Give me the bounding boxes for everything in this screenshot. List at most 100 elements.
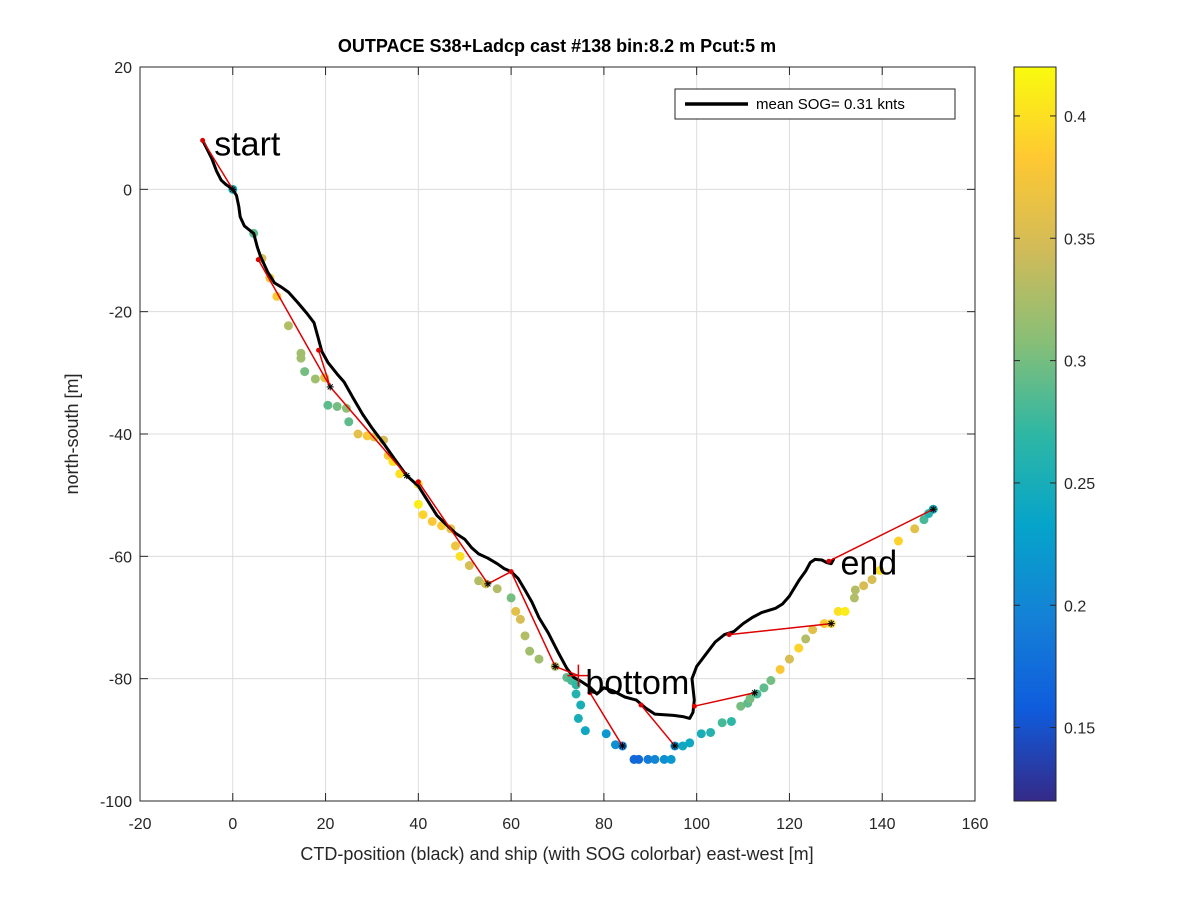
y-tick-label: 20 [114, 60, 132, 77]
ship-marker-star [326, 383, 334, 391]
ship-position-point [736, 701, 746, 711]
ship-position-point [571, 689, 581, 699]
connector-segment [694, 692, 755, 707]
ship-marker-star [827, 620, 835, 628]
x-tick-label: -20 [128, 816, 151, 833]
colorbar-gradient [1013, 66, 1057, 802]
ship-position-point [784, 654, 794, 664]
ship-position-point [850, 585, 860, 595]
x-tick-label: 0 [228, 816, 237, 833]
ship-position-point [610, 740, 620, 750]
colorbar-tick-label: 0.2 [1064, 598, 1086, 615]
ship-position-point [296, 353, 306, 363]
ship-marker-star [618, 742, 626, 750]
ctd-marker-point [587, 690, 593, 696]
ship-position-point [455, 551, 465, 561]
ship-position-point [833, 606, 843, 616]
ship-marker-star [551, 662, 559, 670]
ship-position-point [573, 713, 583, 723]
ship-position-point [706, 727, 716, 737]
ship-position-point [650, 754, 660, 764]
connector-segment [640, 704, 676, 747]
ship-position-point [717, 718, 727, 728]
x-tick-label: 100 [683, 816, 710, 833]
connector-segment [828, 508, 934, 562]
ship-position-point [332, 401, 342, 411]
ship-position-point [643, 754, 653, 764]
annotation-start: start [214, 126, 281, 164]
ship-position-point [775, 664, 785, 674]
ticks: -20 0 20 40 60 80 100 120 140 160 -100 -80 -60 -40 -20… [100, 60, 988, 833]
ship-position-point [344, 417, 354, 427]
ship-position-point [808, 625, 818, 635]
x-tick-label: 40 [409, 816, 427, 833]
connector-segment [329, 386, 408, 477]
ship-position-point [696, 729, 706, 739]
y-tick-label: 0 [123, 182, 132, 199]
ship-position-point [840, 606, 850, 616]
ship-marker-star [671, 742, 679, 750]
colorbar: 0.15 0.2 0.25 0.3 0.35 0.4 [1013, 66, 1095, 802]
connector-segment [729, 622, 832, 636]
ship-marker-star [484, 580, 492, 588]
ship-position-point [801, 634, 811, 644]
ship-position-point [492, 584, 502, 594]
ship-position-point [766, 676, 776, 686]
ctd-marker-point [316, 347, 322, 353]
x-tick-label: 140 [869, 816, 896, 833]
connector-segment [554, 665, 579, 677]
ship-marker-star [229, 185, 237, 193]
ship-position-point [310, 374, 320, 384]
ctd-marker-point [255, 257, 261, 263]
ship-position-point [413, 499, 423, 509]
y-tick-label: -80 [109, 672, 132, 689]
ship-position-point [919, 515, 929, 525]
ctd-marker-point [200, 137, 206, 143]
ship-position-point [520, 631, 530, 641]
ship-position-point [875, 565, 885, 575]
ship-position-point [659, 754, 669, 764]
connector-segment [201, 140, 234, 190]
ctd-marker-point [415, 479, 421, 485]
ship-position-point [511, 606, 521, 616]
ship-position-point [726, 716, 736, 726]
ship-position-point [759, 683, 769, 693]
connector-segment [589, 692, 624, 747]
grid [140, 67, 975, 801]
ship-position-point [634, 754, 644, 764]
data-layer [200, 137, 938, 764]
ship-position-point [300, 367, 310, 377]
ship-position-point [745, 694, 755, 704]
ctd-marker-point [691, 703, 697, 709]
x-axis-label: CTD-position (black) and ship (with SOG … [300, 844, 813, 864]
x-tick-label: 160 [962, 816, 989, 833]
ship-position-point [859, 581, 869, 591]
colorbar-tick-label: 0.4 [1064, 109, 1086, 126]
x-tick-label: 20 [317, 816, 335, 833]
bottom-cross-marker [567, 664, 590, 687]
ship-marker-star [751, 689, 759, 697]
y-tick-label: -100 [100, 794, 132, 811]
colorbar-tick-label: 0.25 [1064, 476, 1095, 493]
y-tick-label: -20 [109, 305, 132, 322]
ship-position-point [450, 541, 460, 551]
x-tick-label: 120 [776, 816, 803, 833]
connector-segment [417, 481, 489, 585]
ship-position-point [353, 429, 363, 439]
connector-segment [257, 259, 331, 388]
x-tick-label: 60 [502, 816, 520, 833]
ship-position-point [418, 510, 428, 520]
ship-position-point [849, 593, 859, 603]
ship-position-point [341, 403, 351, 413]
plot-area: -20 0 20 40 60 80 100 120 140 160 -100 -80 -60 -40 -20… [100, 60, 988, 833]
annotations: start bottom end [214, 126, 897, 702]
ship-position-point [910, 524, 920, 534]
x-tick-label: 80 [595, 816, 613, 833]
y-tick-label: -60 [109, 549, 132, 566]
connector-segment [487, 570, 512, 585]
y-axis-label: north-south [m] [62, 373, 82, 494]
ship-position-point [515, 614, 525, 624]
ship-position-point [474, 576, 484, 586]
annotation-bottom: bottom [585, 664, 689, 702]
legend-label: mean SOG= 0.31 knts [756, 96, 905, 113]
